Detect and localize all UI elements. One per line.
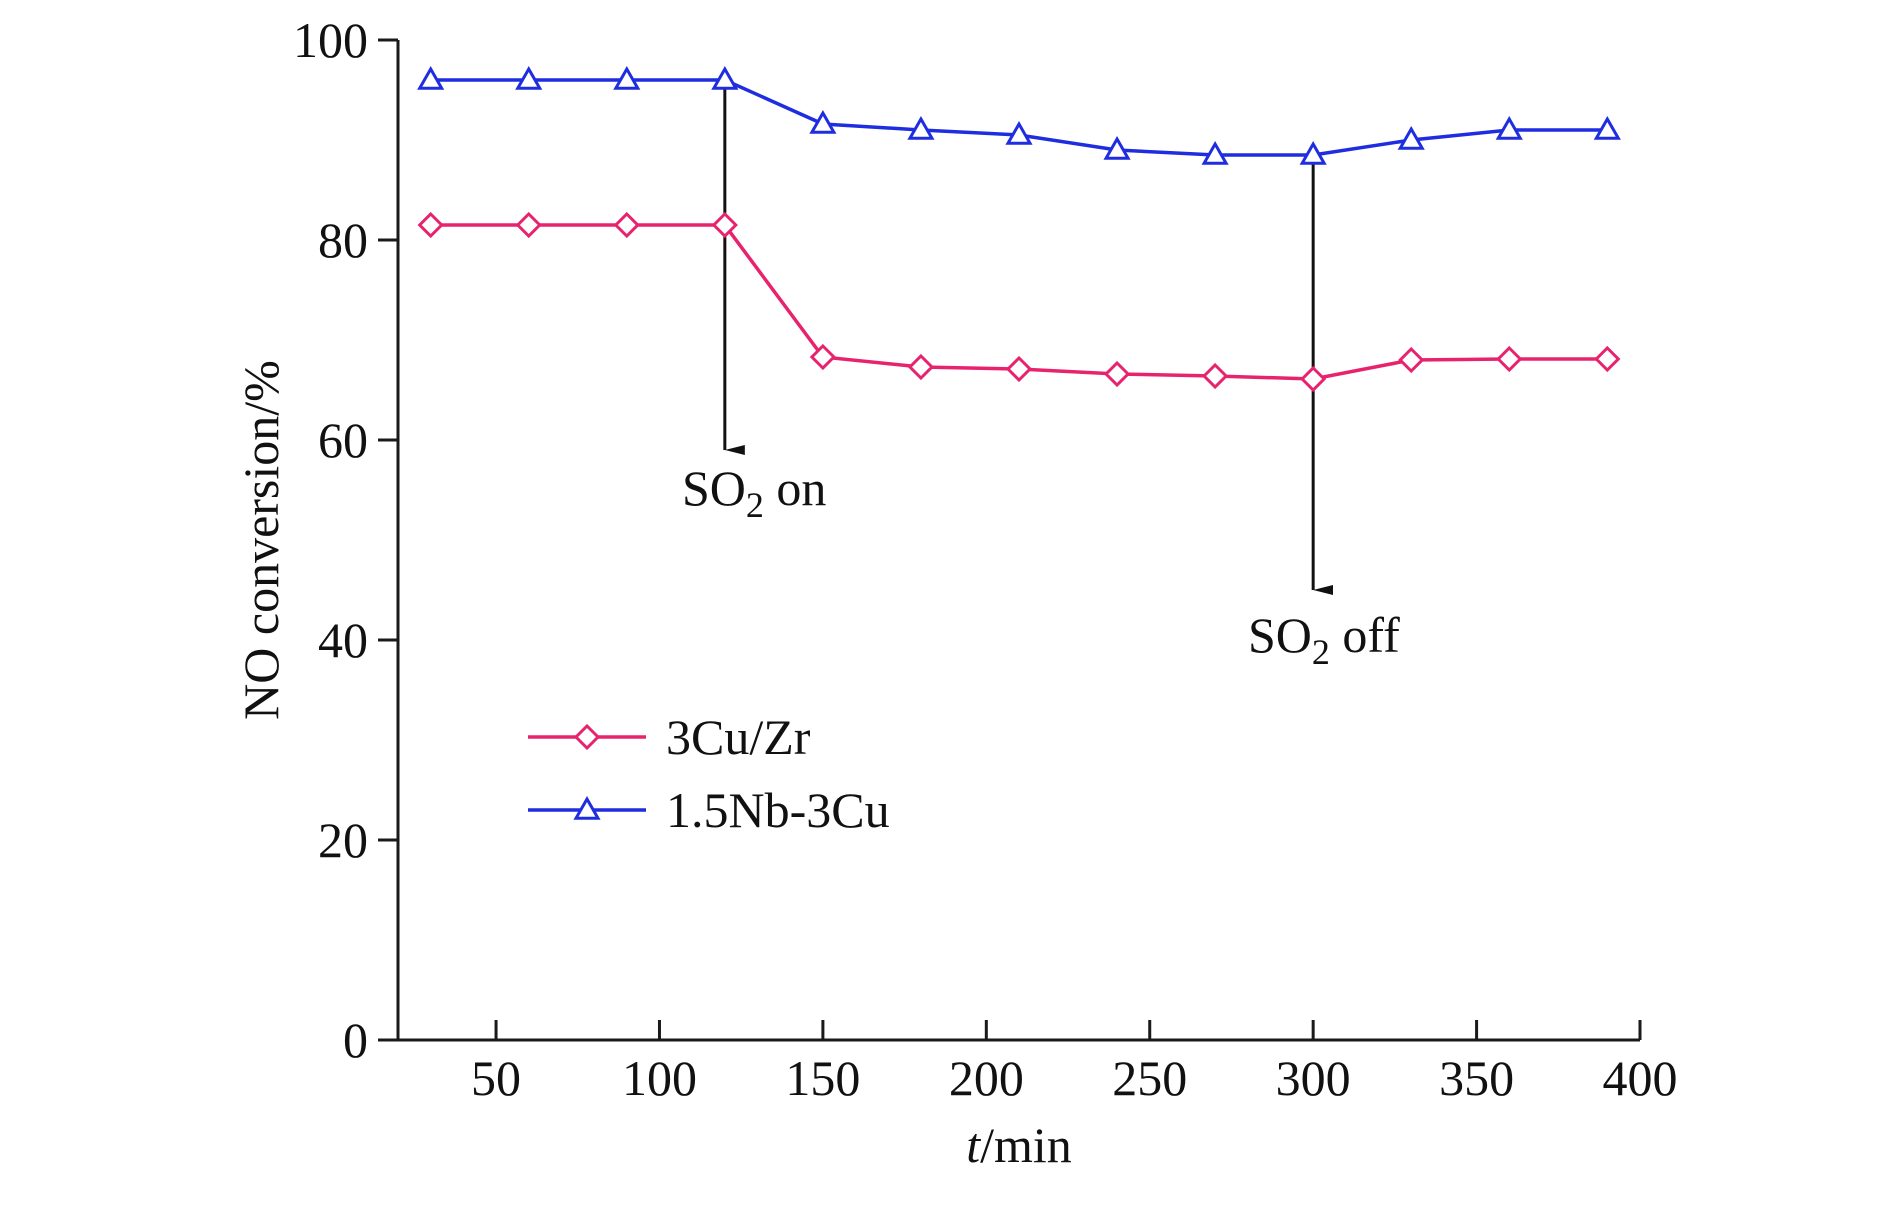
data-point <box>515 65 543 90</box>
data-point <box>907 353 935 381</box>
data-point <box>1594 345 1621 373</box>
x-axis-title-unit: /min <box>980 1117 1072 1173</box>
y-tick-label: 40 <box>318 612 368 668</box>
series-1-5nb-3cu <box>417 65 1621 165</box>
data-point <box>417 211 444 239</box>
data-point <box>711 65 739 90</box>
y-tick-label: 60 <box>318 412 368 468</box>
x-tick-label: 350 <box>1439 1050 1514 1106</box>
annot-text-sub: 2 <box>746 485 764 525</box>
y-tick-label: 100 <box>293 12 368 68</box>
data-point <box>711 211 738 239</box>
x-tick-label: 300 <box>1276 1050 1351 1106</box>
data-point <box>1103 360 1131 388</box>
data-point <box>1299 140 1327 165</box>
data-point <box>1398 346 1425 374</box>
data-point <box>1397 125 1425 150</box>
x-tick-label: 200 <box>949 1050 1024 1106</box>
legend-label: 3Cu/Zr <box>666 709 811 765</box>
annot-text-sub: 2 <box>1312 632 1330 672</box>
data-point <box>613 65 641 90</box>
so2-on-label: SO2 on <box>682 460 826 525</box>
legend-swatch-marker <box>573 795 601 820</box>
legend-swatch-marker <box>573 723 601 751</box>
data-point <box>417 65 445 90</box>
data-point <box>809 109 837 134</box>
legend: 3Cu/Zr 1.5Nb-3Cu <box>528 709 890 838</box>
x-tick-label: 400 <box>1603 1050 1678 1106</box>
data-point <box>809 343 837 371</box>
legend-item: 3Cu/Zr <box>528 709 811 765</box>
data-point <box>1300 365 1327 393</box>
so2-off-label: SO2 off <box>1248 607 1400 672</box>
x-tick-label: 250 <box>1112 1050 1187 1106</box>
data-point <box>1103 135 1131 160</box>
data-point <box>1005 355 1033 383</box>
data-point <box>613 211 640 239</box>
plot-area <box>417 65 1621 393</box>
y-tick-label: 20 <box>318 812 368 868</box>
annot-text-rest: on <box>764 460 827 516</box>
data-point <box>1593 115 1621 140</box>
data-point <box>1201 362 1229 390</box>
annot-text-rest: off <box>1330 607 1400 663</box>
y-tick-label: 80 <box>318 212 368 268</box>
data-point <box>515 211 542 239</box>
axes: 0 20 40 60 80 100 50 100 150 200 250 300 350 400 t/min… <box>233 12 1678 1173</box>
annot-text-main: SO <box>682 460 746 516</box>
x-tick-label: 50 <box>471 1050 521 1106</box>
x-axis-title-var: t <box>966 1117 981 1173</box>
data-point <box>1495 115 1523 140</box>
data-point <box>1201 140 1229 165</box>
y-tick-label: 0 <box>343 1012 368 1068</box>
data-point <box>1496 345 1523 373</box>
x-tick-label: 100 <box>622 1050 697 1106</box>
x-tick-label: 150 <box>785 1050 860 1106</box>
data-point <box>1005 120 1033 145</box>
x-axis-title: t/min <box>966 1117 1072 1173</box>
legend-label: 1.5Nb-3Cu <box>666 782 890 838</box>
legend-item: 1.5Nb-3Cu <box>528 782 890 838</box>
y-axis-title: NO conversion/% <box>233 360 289 720</box>
data-point <box>907 115 935 140</box>
series-3cu-zr <box>417 211 1621 393</box>
annot-text-main: SO <box>1248 607 1312 663</box>
